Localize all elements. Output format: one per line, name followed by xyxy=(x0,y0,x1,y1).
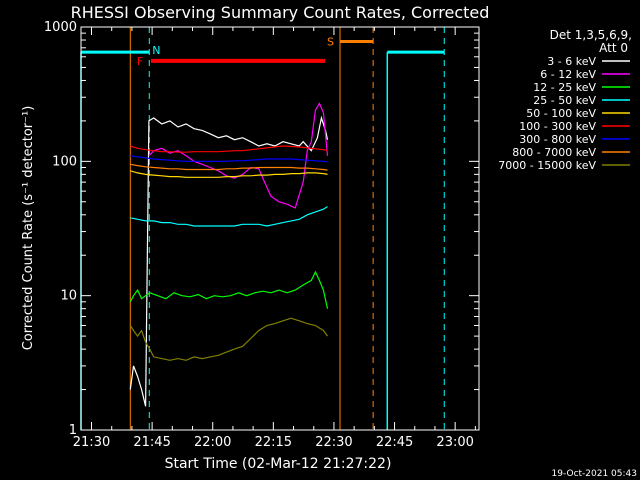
legend-label-4: 50 - 100 keV xyxy=(526,107,596,120)
y-tick-label-0: 1 xyxy=(69,423,77,438)
flag-saa-label: S xyxy=(327,35,334,48)
y-axis-label: Corrected Count Rate (s⁻¹ detector⁻¹) xyxy=(21,106,36,351)
legend-label-6: 300 - 800 keV xyxy=(519,133,596,146)
x-tick-label-4: 22:30 xyxy=(315,435,352,450)
plot-frame xyxy=(80,26,480,431)
chart-title: RHESSI Observing Summary Count Rates, Co… xyxy=(71,3,490,22)
legend-label-7: 800 - 7000 keV xyxy=(512,146,596,159)
legend-label-1: 6 - 12 keV xyxy=(540,68,596,81)
legend-title-line1: Det 1,3,5,6,9, xyxy=(550,28,632,42)
flag-flare-label: F xyxy=(137,55,143,68)
series-line-6 xyxy=(130,155,328,163)
series-line-3 xyxy=(130,206,328,227)
legend-label-3: 25 - 50 keV xyxy=(533,94,596,107)
axes-layer: 1 10 100 1000 21:30 21:45 22:00 22:15 22:30 22:45… xyxy=(44,20,479,450)
y-tick-label-2: 100 xyxy=(52,154,77,169)
legend-label-8: 7000 - 15000 keV xyxy=(498,159,596,172)
series-line-4 xyxy=(130,170,328,178)
x-axis-label: Start Time (02-Mar-12 21:27:22) xyxy=(165,456,392,472)
x-tick-label-6: 23:00 xyxy=(436,435,473,450)
flag-night-label: N xyxy=(152,44,160,57)
x-tick-label-2: 22:00 xyxy=(194,435,231,450)
series-line-5 xyxy=(130,145,328,153)
x-tick-label-1: 21:45 xyxy=(133,435,170,450)
x-tick-label-5: 22:45 xyxy=(376,435,413,450)
x-tick-label-0: 21:30 xyxy=(73,435,110,450)
series-line-8 xyxy=(129,317,328,361)
legend-label-2: 12 - 25 keV xyxy=(533,81,596,94)
legend-label-5: 100 - 300 keV xyxy=(519,120,596,133)
flag-saa: S xyxy=(327,27,374,430)
data-layer: NF S xyxy=(80,27,445,430)
legend-label-0: 3 - 6 keV xyxy=(547,55,596,68)
series-line-7 xyxy=(130,163,328,171)
y-tick-label-1: 10 xyxy=(60,289,77,304)
x-tick-label-3: 22:15 xyxy=(255,435,292,450)
y-tick-label-3: 1000 xyxy=(44,20,77,35)
series-line-0 xyxy=(129,115,329,407)
series-line-2 xyxy=(129,270,329,309)
date-stamp: 19-Oct-2021 05:43 xyxy=(552,469,637,479)
legend-title-line2: Att 0 xyxy=(599,41,628,55)
flag-flare: F xyxy=(137,55,326,68)
